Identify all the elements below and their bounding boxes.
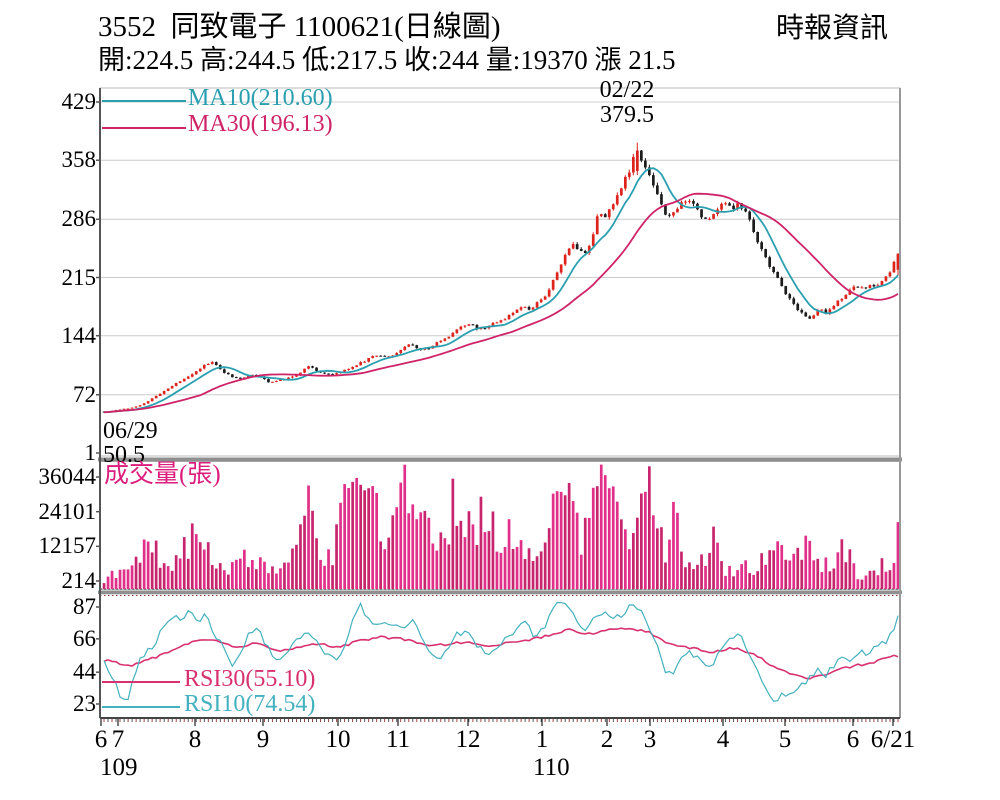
x-axis-month-label: 6 <box>94 726 108 753</box>
x-axis-month-label: 6/21 <box>870 726 916 753</box>
rsi-axis-label: 87 <box>73 594 96 619</box>
price-axis-label: 1 <box>84 440 97 465</box>
x-axis-month-label: 8 <box>188 726 202 753</box>
x-axis-month-label: 1 <box>535 726 549 753</box>
rsi10-legend-line <box>102 706 180 708</box>
x-axis-month-label: 12 <box>455 726 481 753</box>
x-axis-month-label: 6 <box>846 726 860 753</box>
x-axis-year-label: 109 <box>100 754 138 781</box>
rsi30-legend-label: RSI30(55.10) <box>184 666 316 692</box>
rsi10-legend-label: RSI10(74.54) <box>184 691 316 717</box>
price-axis-label: 215 <box>61 264 97 290</box>
rsi-axis-label: 66 <box>73 625 96 651</box>
rsi-axis-label: 23 <box>73 691 96 716</box>
price-axis-label: 286 <box>61 206 97 232</box>
start-price-annotation: 50.5 <box>103 442 145 468</box>
volume-axis-label: 214 <box>61 568 97 593</box>
volume-pane-title: 成交量(張) <box>104 461 221 488</box>
x-axis-year-label: 110 <box>533 754 570 781</box>
volume-axis-label: 36044 <box>38 464 97 489</box>
price-axis-label: 144 <box>61 322 97 348</box>
x-axis-month-label: 10 <box>325 726 351 753</box>
x-axis-month-label: 7 <box>111 726 125 753</box>
price-axis-label: 429 <box>61 89 97 114</box>
x-axis-month-label: 4 <box>716 726 730 753</box>
ma30-legend-label: MA30(196.13) <box>188 111 333 137</box>
rsi30-legend-line <box>102 681 180 683</box>
price-axis-label: 72 <box>73 381 96 407</box>
source-label: 時報資訊 <box>776 13 889 44</box>
volume-axis-label: 12157 <box>38 533 97 559</box>
page-title: 3552 同致電子 1100621(日線圖) <box>98 11 501 43</box>
peak-price-annotation: 379.5 <box>600 102 654 128</box>
ma30-legend-line <box>102 127 186 129</box>
peak-date-annotation: 02/22 <box>599 77 655 103</box>
start-date-annotation: 06/29 <box>103 418 158 444</box>
ma10-legend-label: MA10(210.60) <box>188 85 333 111</box>
ma10-legend-line <box>102 100 186 102</box>
ohlc-summary: 開:224.5 高:244.5 低:217.5 收:244 量:19370 漲 … <box>98 45 676 75</box>
price-axis-label: 358 <box>61 147 97 173</box>
rsi-axis-label: 44 <box>73 659 96 685</box>
x-axis-month-label: 3 <box>643 726 657 753</box>
x-axis-month-label: 9 <box>256 726 270 753</box>
volume-axis-label: 24101 <box>38 498 97 524</box>
x-axis-month-label: 11 <box>385 726 411 753</box>
x-axis-month-label: 5 <box>778 726 792 753</box>
x-axis-month-label: 2 <box>600 726 614 753</box>
